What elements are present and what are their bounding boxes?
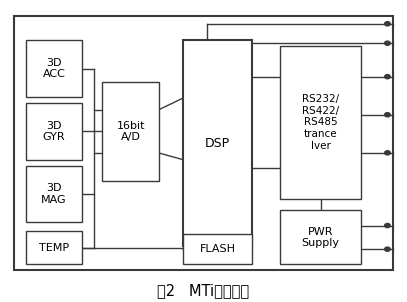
Text: 3D
MAG: 3D MAG [41,183,67,205]
Circle shape [385,113,390,117]
Text: DSP: DSP [205,137,230,150]
FancyBboxPatch shape [26,103,82,160]
Text: PWR
Supply: PWR Supply [302,226,340,248]
Text: 16bit
A/D: 16bit A/D [116,120,145,142]
Circle shape [385,75,390,79]
Circle shape [385,223,390,228]
FancyBboxPatch shape [13,16,394,270]
Text: 3D
GYR: 3D GYR [43,120,65,142]
FancyBboxPatch shape [183,40,252,246]
FancyBboxPatch shape [183,234,252,264]
Text: RS232/
RS422/
RS485
trance
lver: RS232/ RS422/ RS485 trance lver [302,94,339,151]
Text: FLASH: FLASH [200,244,236,254]
Text: TEMP: TEMP [39,243,69,253]
Text: 3D
ACC: 3D ACC [42,58,66,79]
FancyBboxPatch shape [26,40,82,97]
Circle shape [385,247,390,251]
FancyBboxPatch shape [280,46,361,198]
FancyBboxPatch shape [103,82,159,181]
Circle shape [385,151,390,155]
FancyBboxPatch shape [26,231,82,264]
FancyBboxPatch shape [280,210,361,264]
Circle shape [385,22,390,26]
FancyBboxPatch shape [26,166,82,223]
Circle shape [385,41,390,45]
Text: 图2   MTi结构框图: 图2 MTi结构框图 [158,284,249,299]
